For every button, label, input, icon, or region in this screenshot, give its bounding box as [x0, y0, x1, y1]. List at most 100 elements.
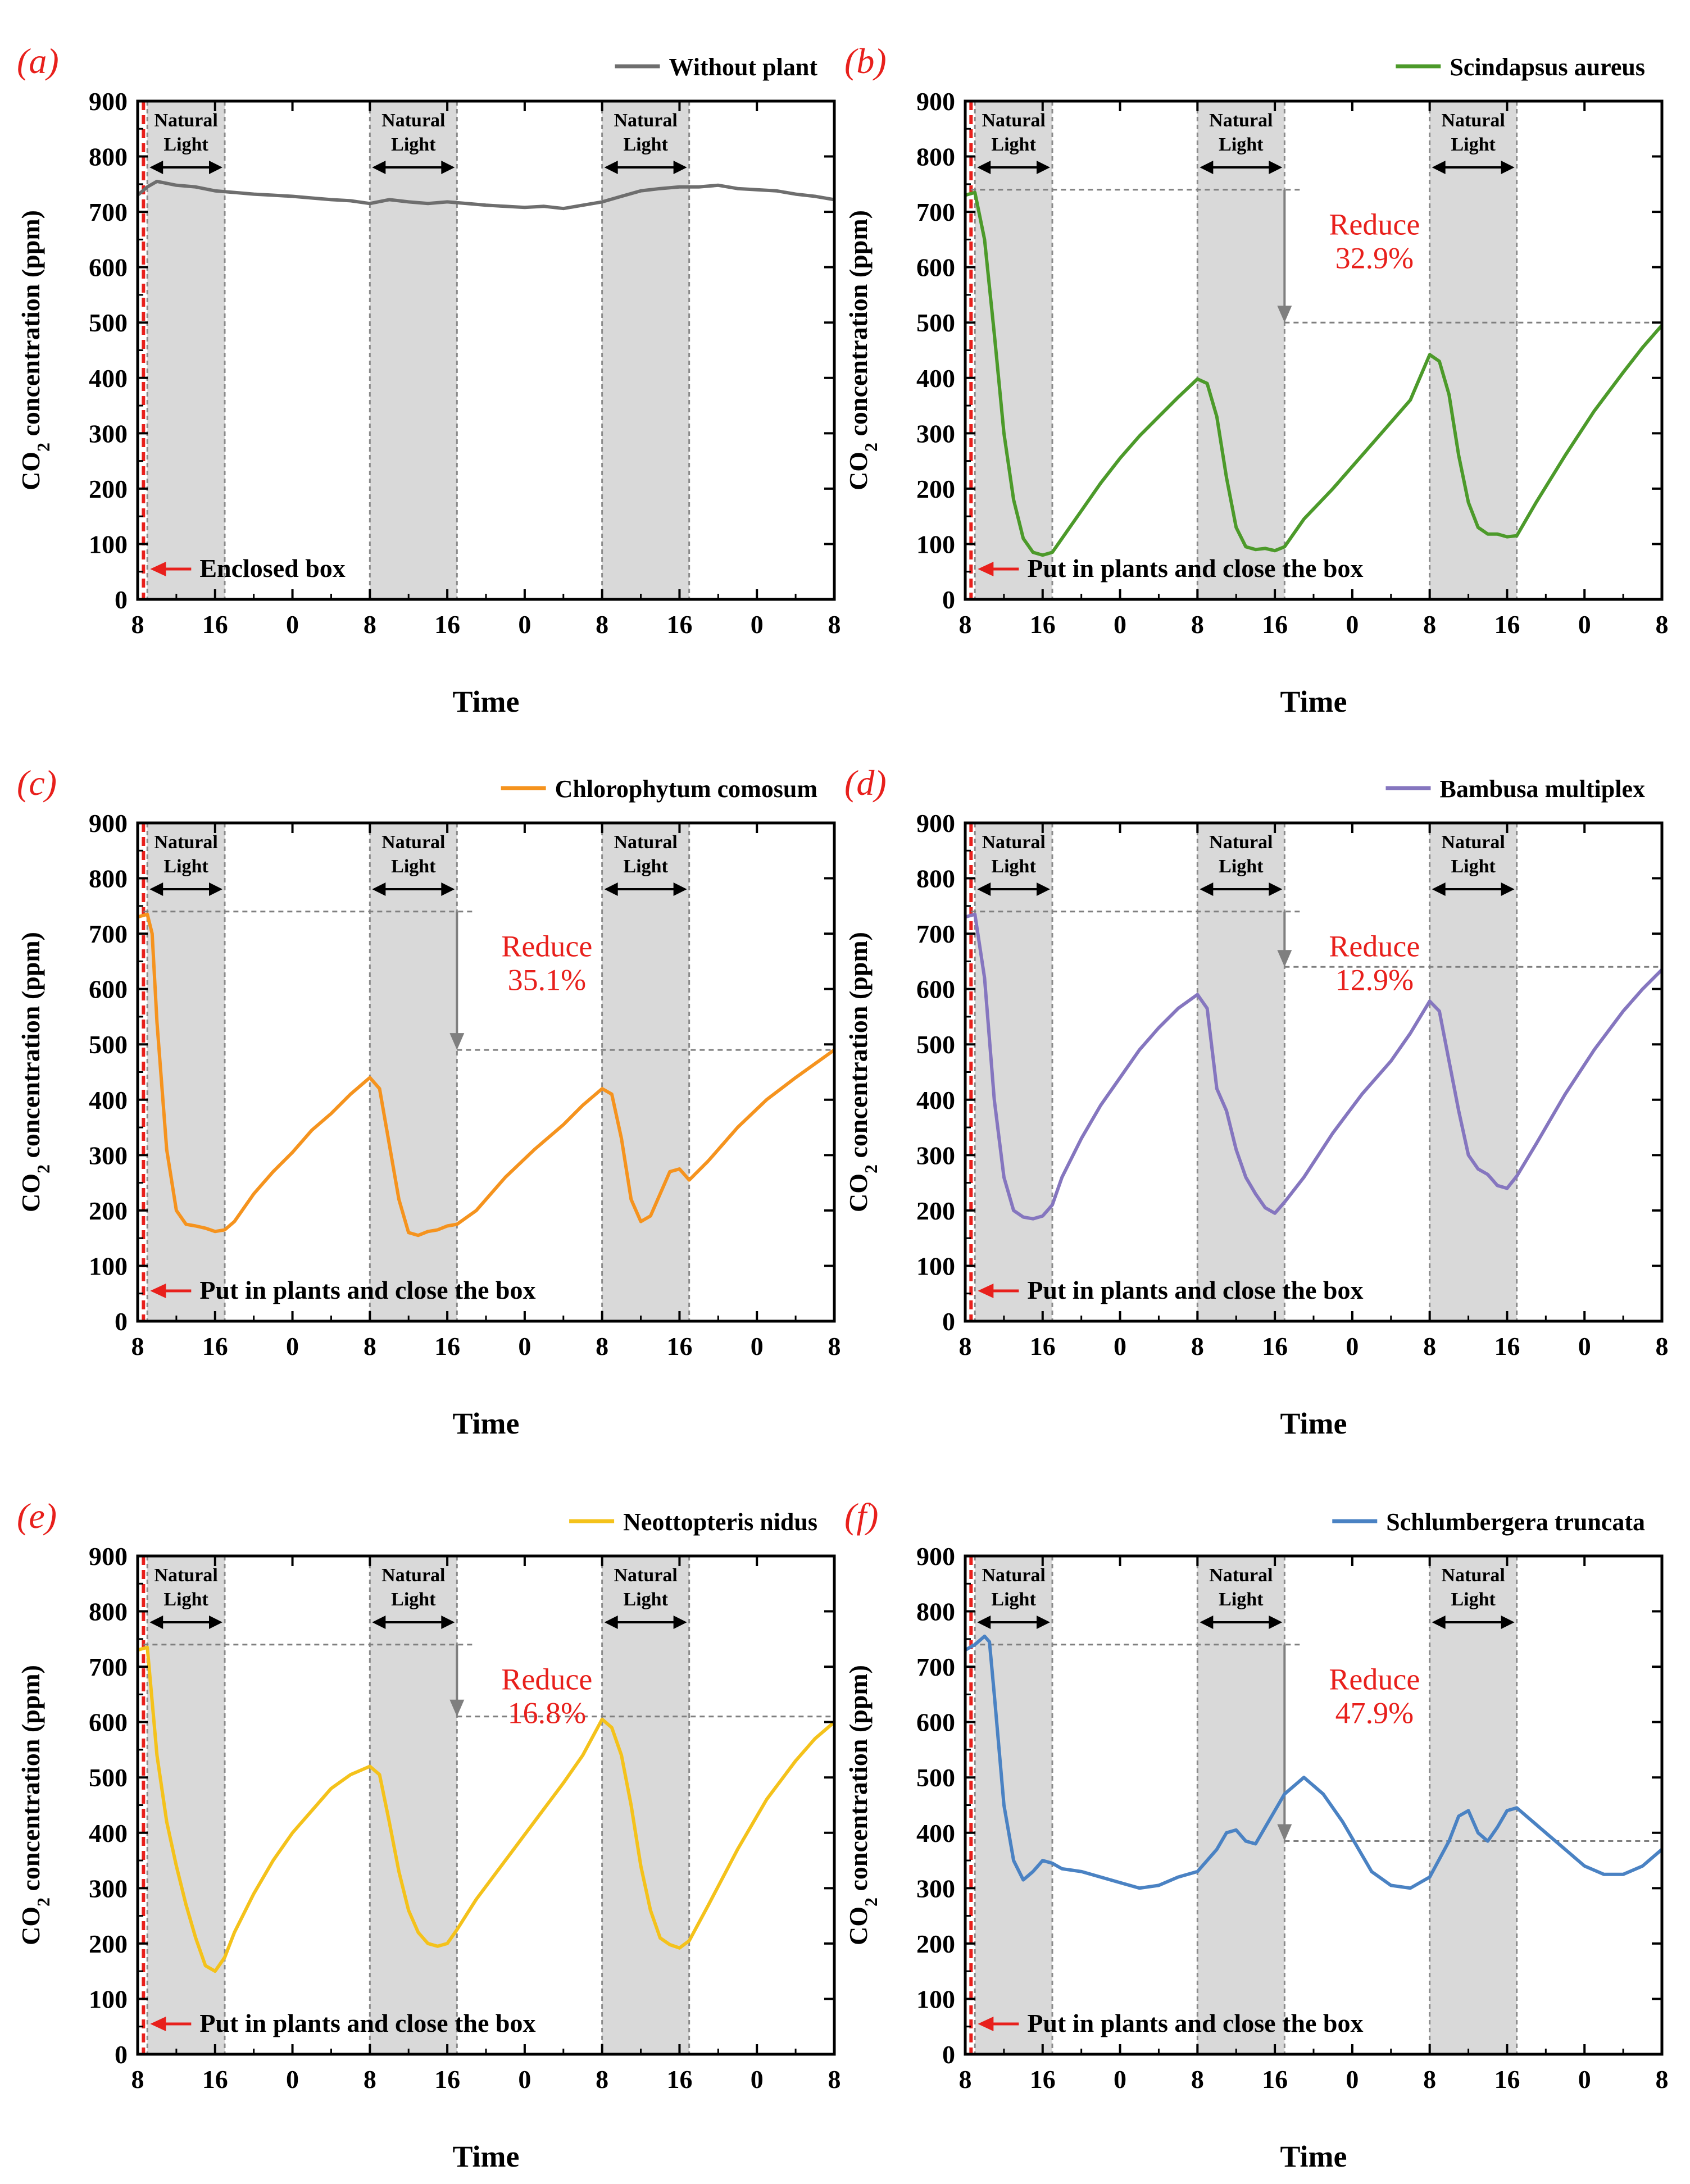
light-period-label-line1: Natural	[982, 110, 1045, 131]
x-tick-label: 8	[959, 1332, 972, 1361]
x-tick-label: 8	[131, 1332, 144, 1361]
start-note-label: Put in plants and close the box	[1027, 1276, 1363, 1304]
x-tick-label: 0	[1114, 2065, 1126, 2094]
reduce-percent: 16.8%	[508, 1696, 586, 1730]
x-tick-label: 16	[1494, 2065, 1520, 2094]
y-tick-label: 200	[916, 1930, 955, 1958]
y-tick-label: 800	[89, 1598, 128, 1626]
panel-tag: (d)	[844, 763, 887, 803]
light-period-label-line2: Light	[623, 134, 668, 155]
reduce-arrow-head	[1277, 950, 1292, 967]
x-axis-label: Time	[1280, 685, 1347, 718]
light-period-arrow-left-head	[604, 1616, 618, 1629]
start-note-arrow-head	[978, 2017, 994, 2031]
reduce-label: Reduce	[501, 930, 592, 963]
light-period-arrow-left-head	[1200, 161, 1214, 174]
y-axis-label: CO2 concentration (ppm)	[844, 932, 881, 1212]
x-tick-label: 8	[364, 2065, 376, 2094]
light-period-arrow-left-head	[1200, 1616, 1214, 1629]
y-tick-label: 200	[916, 1196, 955, 1225]
light-period-label-line2: Light	[623, 1589, 668, 1610]
y-tick-label: 100	[89, 1252, 128, 1280]
y-tick-label: 700	[916, 1653, 955, 1681]
reduce-percent: 47.9%	[1335, 1696, 1414, 1730]
light-period-arrow-left-head	[372, 882, 386, 896]
y-axis-label-main: CO	[844, 1907, 873, 1945]
light-period-label-line1: Natural	[1209, 1565, 1273, 1586]
y-tick-label: 300	[89, 419, 128, 448]
y-axis-label-rest: concentration (ppm)	[844, 932, 873, 1164]
x-tick-label: 0	[751, 610, 764, 639]
y-tick-label: 700	[916, 920, 955, 948]
y-tick-label: 500	[916, 1030, 955, 1059]
y-tick-label: 300	[89, 1141, 128, 1170]
light-period-shade	[1197, 823, 1285, 1321]
light-period-arrow-left-head	[1200, 882, 1214, 896]
y-tick-label: 200	[89, 1930, 128, 1958]
x-tick-label: 8	[596, 1332, 608, 1361]
y-tick-label: 200	[916, 475, 955, 503]
y-axis-label-subscript: 2	[861, 1898, 881, 1907]
legend-label: Neottopteris nidus	[623, 1508, 817, 1536]
start-note-label: Enclosed box	[199, 554, 345, 583]
y-tick-label: 100	[89, 1985, 128, 2013]
light-period-label-line2: Light	[1451, 1589, 1496, 1610]
x-tick-label: 8	[596, 2065, 608, 2094]
y-tick-label: 100	[916, 1252, 955, 1280]
y-axis-label-main: CO	[844, 1173, 873, 1212]
light-period-shade	[1429, 101, 1517, 599]
data-series-line	[137, 912, 835, 1237]
x-tick-label: 8	[131, 610, 144, 639]
x-tick-label: 8	[1191, 1332, 1204, 1361]
light-period-arrow-right-head	[441, 1616, 455, 1629]
light-period-arrow-left-head	[604, 161, 618, 174]
reduce-label: Reduce	[1329, 1663, 1420, 1696]
light-period-label-line2: Light	[991, 134, 1036, 155]
reduce-arrow-head	[1277, 1824, 1292, 1841]
y-tick-label: 800	[916, 143, 955, 171]
light-period-arrow-right-head	[673, 161, 687, 174]
x-tick-label: 0	[1346, 1332, 1359, 1361]
x-tick-label: 0	[1114, 1332, 1126, 1361]
start-note-arrow-head	[150, 2017, 166, 2031]
y-axis-label-subscript: 2	[861, 443, 881, 452]
y-tick-label: 900	[916, 1542, 955, 1571]
plot-frame	[964, 821, 1664, 1323]
light-period-shade	[1429, 823, 1517, 1321]
x-tick-label: 8	[364, 610, 376, 639]
y-axis-label-rest: concentration (ppm)	[16, 932, 45, 1164]
data-series-line	[137, 179, 835, 211]
x-axis-label: Time	[453, 2140, 520, 2173]
x-tick-label: 8	[131, 2065, 144, 2094]
light-period-label-line2: Light	[163, 134, 208, 155]
x-tick-label: 16	[202, 1332, 228, 1361]
y-tick-label: 800	[916, 865, 955, 893]
panel-tag: (e)	[17, 1496, 57, 1536]
y-tick-label: 500	[916, 1763, 955, 1792]
light-period-label-line1: Natural	[614, 110, 678, 131]
y-tick-label: 0	[942, 2040, 955, 2069]
start-note-arrow-head	[978, 1284, 994, 1298]
plot-frame	[136, 821, 836, 1323]
light-period-shade	[1197, 1556, 1285, 2054]
y-axis-label-rest: concentration (ppm)	[16, 1665, 45, 1898]
y-tick-label: 300	[89, 1874, 128, 1903]
y-tick-label: 0	[115, 2040, 128, 2069]
x-tick-label: 16	[1030, 2065, 1056, 2094]
start-note-arrow-head	[150, 1284, 166, 1298]
x-tick-label: 0	[518, 2065, 531, 2094]
x-tick-label: 8	[959, 610, 972, 639]
y-tick-label: 500	[89, 308, 128, 337]
x-tick-label: 0	[518, 610, 531, 639]
light-period-label-line1: Natural	[381, 110, 445, 131]
light-period-arrow-left-head	[372, 1616, 386, 1629]
chart-panel-d: Natural Light Natural Light Natural Light Redu…	[844, 763, 1669, 1440]
chart-panel-e: Natural Light Natural Light Natural Light Redu…	[16, 1496, 841, 2173]
light-period-label-line1: Natural	[982, 1565, 1045, 1586]
light-period-shade	[602, 1556, 689, 2054]
light-period-arrow-left-head	[149, 1616, 163, 1629]
light-period-label-line2: Light	[623, 856, 668, 877]
y-tick-label: 400	[89, 364, 128, 393]
start-note-arrow-head	[978, 562, 994, 576]
x-tick-label: 8	[828, 2065, 841, 2094]
